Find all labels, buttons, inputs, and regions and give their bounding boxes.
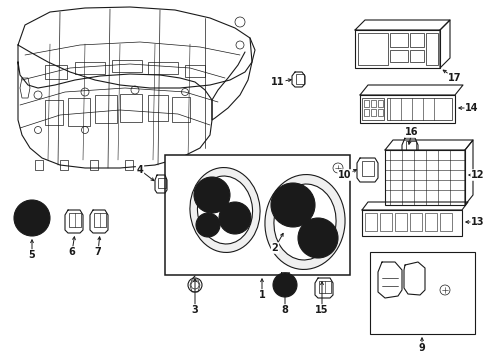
Text: 1: 1: [258, 290, 265, 300]
Text: 9: 9: [418, 343, 425, 353]
Bar: [359, 95, 454, 123]
Text: 15: 15: [315, 305, 328, 315]
Bar: [195, 160, 203, 170]
Bar: [425, 33, 437, 65]
Bar: [405, 141, 415, 153]
Bar: [148, 95, 168, 121]
Bar: [386, 98, 451, 120]
Bar: [60, 160, 68, 170]
Ellipse shape: [264, 175, 345, 269]
Bar: [363, 100, 368, 107]
Circle shape: [219, 202, 250, 234]
Text: 5: 5: [29, 250, 35, 260]
Bar: [361, 98, 383, 120]
Bar: [75, 62, 105, 74]
Circle shape: [194, 177, 229, 213]
Circle shape: [270, 183, 314, 227]
Text: 3: 3: [191, 305, 198, 315]
Bar: [409, 213, 421, 231]
Bar: [370, 109, 375, 116]
Bar: [112, 60, 142, 72]
Bar: [389, 33, 407, 47]
Bar: [364, 213, 376, 231]
Bar: [370, 100, 375, 107]
Bar: [120, 94, 142, 122]
Bar: [125, 160, 133, 170]
Text: 11: 11: [271, 77, 284, 87]
Text: 6: 6: [68, 247, 75, 257]
Bar: [158, 178, 165, 188]
Bar: [424, 213, 436, 231]
Bar: [184, 65, 204, 77]
Bar: [389, 50, 407, 62]
Text: 7: 7: [95, 247, 101, 257]
Bar: [35, 160, 43, 170]
Circle shape: [297, 218, 337, 258]
Bar: [409, 50, 423, 62]
Text: 12: 12: [470, 170, 484, 180]
Bar: [164, 160, 173, 170]
Ellipse shape: [197, 176, 252, 244]
Bar: [172, 97, 190, 122]
Bar: [45, 100, 63, 125]
Bar: [68, 98, 90, 126]
Bar: [361, 161, 373, 176]
Bar: [354, 30, 439, 68]
Circle shape: [272, 273, 296, 297]
Circle shape: [14, 200, 50, 236]
Bar: [361, 210, 461, 236]
Text: 10: 10: [338, 170, 351, 180]
Text: 14: 14: [464, 103, 478, 113]
Bar: [409, 33, 423, 47]
Bar: [379, 213, 391, 231]
Bar: [357, 33, 387, 65]
Text: 13: 13: [470, 217, 484, 227]
Ellipse shape: [189, 167, 260, 252]
Bar: [69, 213, 81, 227]
Text: 2: 2: [271, 243, 278, 253]
Bar: [95, 95, 117, 123]
Bar: [148, 62, 178, 74]
Circle shape: [196, 213, 220, 237]
Bar: [377, 109, 382, 116]
Bar: [318, 281, 330, 293]
Bar: [369, 252, 474, 334]
Bar: [94, 213, 106, 227]
Bar: [439, 213, 451, 231]
Text: 17: 17: [447, 73, 461, 83]
Bar: [90, 160, 98, 170]
Bar: [377, 100, 382, 107]
Bar: [45, 65, 67, 79]
Bar: [394, 213, 406, 231]
Bar: [384, 150, 464, 205]
Bar: [164, 155, 349, 275]
Text: 16: 16: [405, 127, 418, 137]
Bar: [295, 74, 304, 84]
Text: 4: 4: [136, 165, 143, 175]
Bar: [363, 109, 368, 116]
Text: 8: 8: [281, 305, 288, 315]
Ellipse shape: [273, 184, 335, 260]
